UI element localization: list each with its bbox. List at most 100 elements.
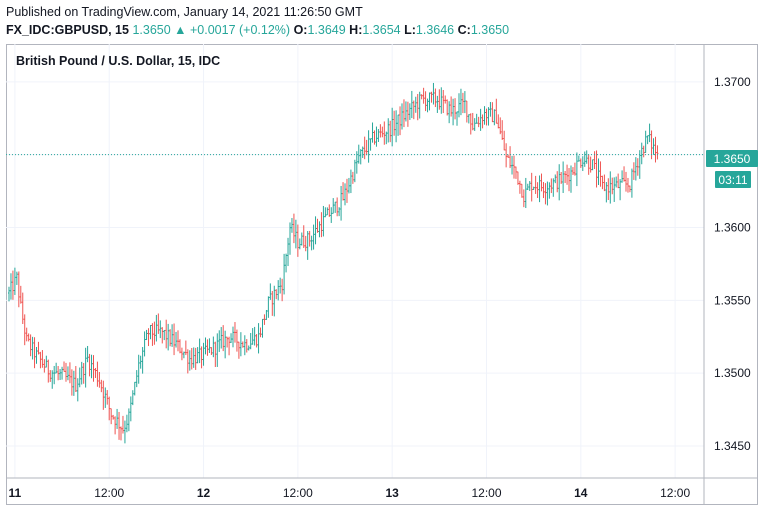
last-price: 1.3650: [132, 23, 171, 37]
ohlc-bar: [430, 91, 433, 103]
ohlc-bar: [389, 120, 392, 143]
ohlc-bar: [387, 118, 390, 143]
ohlc-bar: [96, 361, 99, 387]
ohlc-bar: [157, 313, 160, 334]
ohlc-bar: [129, 396, 132, 422]
ohlc-bar: [153, 321, 156, 345]
ohlc-bar: [68, 362, 71, 384]
ohlc-bar: [251, 328, 254, 345]
x-tick-label: 13: [385, 486, 399, 500]
ohlc-bar: [98, 371, 101, 388]
ohlc-bar: [477, 116, 480, 128]
ohlc-bar: [239, 332, 242, 357]
ohlc-bar: [454, 98, 457, 120]
ohlc-bar: [292, 213, 295, 244]
ohlc-bar: [51, 370, 54, 389]
ohlc-bar: [324, 207, 327, 218]
ohlc-bar: [165, 319, 168, 349]
ohlc-bar: [520, 183, 523, 198]
ohlc-bar: [450, 96, 453, 117]
price-axis[interactable]: 1.3700 1.3650 1.3600 1.3550 1.3500 1.3450: [714, 75, 751, 453]
ohlc-bar: [456, 111, 459, 126]
ohlc-bar: [587, 154, 590, 175]
ohlc-bar: [318, 221, 321, 238]
ohlc-bar: [381, 126, 384, 138]
ohlc-bar: [628, 185, 631, 193]
ohlc-bar: [163, 329, 166, 341]
chart-title: British Pound / U.S. Dollar, 15, IDC: [16, 54, 221, 68]
ohlc-bar: [330, 207, 333, 223]
open-value: 1.3649: [307, 23, 346, 37]
ohlc-bar: [82, 363, 85, 384]
ohlc-bar: [514, 166, 517, 179]
ohlc-bar: [426, 98, 429, 113]
ohlc-bar: [583, 151, 586, 167]
ohlc-bar: [296, 224, 299, 257]
ohlc-bar: [493, 109, 496, 126]
ohlc-bar: [70, 369, 73, 396]
ohlc-bar: [310, 235, 313, 251]
ohlc-bar: [175, 331, 178, 348]
ohlc-bar: [37, 341, 40, 355]
ohlc-bar: [145, 329, 148, 341]
ohlc-bar: [230, 333, 233, 343]
ohlc-bar: [247, 345, 250, 351]
ohlc-bar: [345, 178, 348, 203]
ohlc-bar: [625, 171, 628, 192]
y-tick-label: 1.3700: [714, 75, 751, 89]
ohlc-bar: [273, 285, 276, 317]
ohlc-bar: [212, 336, 215, 358]
ohlc-bar: [532, 186, 535, 190]
time-axis[interactable]: 11 12:00 12 12:00 13 12:00 14 12:00: [9, 486, 691, 500]
ohlc-bar: [45, 355, 48, 368]
ohlc-bar: [332, 198, 335, 214]
ohlc-bar: [19, 285, 22, 304]
ohlc-bar: [347, 177, 350, 194]
ohlc-bar: [63, 361, 66, 372]
ohlc-bar: [265, 309, 268, 320]
ohlc-bar: [23, 314, 26, 346]
ohlc-bar: [613, 177, 616, 202]
ohlc-bar: [151, 323, 154, 346]
ohlc-bar: [39, 351, 42, 369]
ohlc-bar: [632, 162, 635, 180]
ohlc-bar: [359, 149, 362, 165]
ohlc-bar: [432, 82, 435, 105]
ohlc-bar: [340, 185, 343, 221]
ohlc-bar: [35, 346, 38, 364]
ohlc-bar: [237, 341, 240, 359]
ohlc-bar: [487, 107, 490, 126]
ohlc-bar: [599, 161, 602, 187]
ohlc-bar: [656, 145, 659, 160]
ohlc-bar: [108, 396, 111, 421]
ohlc-bar: [556, 171, 559, 193]
ohlc-bar: [285, 253, 288, 273]
x-tick-label: 12: [197, 486, 211, 500]
ohlc-bar: [463, 91, 466, 114]
ohlc-bar: [507, 154, 510, 158]
ohlc-bar: [357, 144, 360, 164]
ohlc-bar: [505, 143, 508, 168]
ohlc-bar: [402, 99, 405, 128]
ohlc-bar: [534, 175, 537, 194]
ohlc-bar: [479, 108, 482, 131]
high-label: H:: [349, 23, 363, 37]
symbol-ohlc-line: FX_IDC:GBPUSD, 15 1.3650 ▲ +0.0017 (+0.1…: [6, 23, 509, 37]
ohlc-bar: [275, 289, 278, 300]
ohlc-bar: [13, 267, 16, 295]
x-tick-label: 12:00: [94, 486, 124, 500]
ohlc-bar: [206, 339, 209, 356]
ohlc-bar: [577, 155, 580, 162]
ohlc-bar: [182, 351, 185, 359]
ohlc-bar: [422, 87, 425, 104]
ohlc-bar: [255, 334, 258, 348]
ohlc-bar: [72, 370, 75, 396]
ohlc-bar: [361, 146, 364, 158]
ohlc-bar: [489, 101, 492, 117]
ohlc-bar: [621, 170, 624, 183]
ohlc-bar: [457, 93, 460, 118]
current-price-tag-box: [706, 150, 758, 167]
ohlc-bar: [461, 92, 464, 114]
ohlc-bar: [322, 205, 325, 237]
